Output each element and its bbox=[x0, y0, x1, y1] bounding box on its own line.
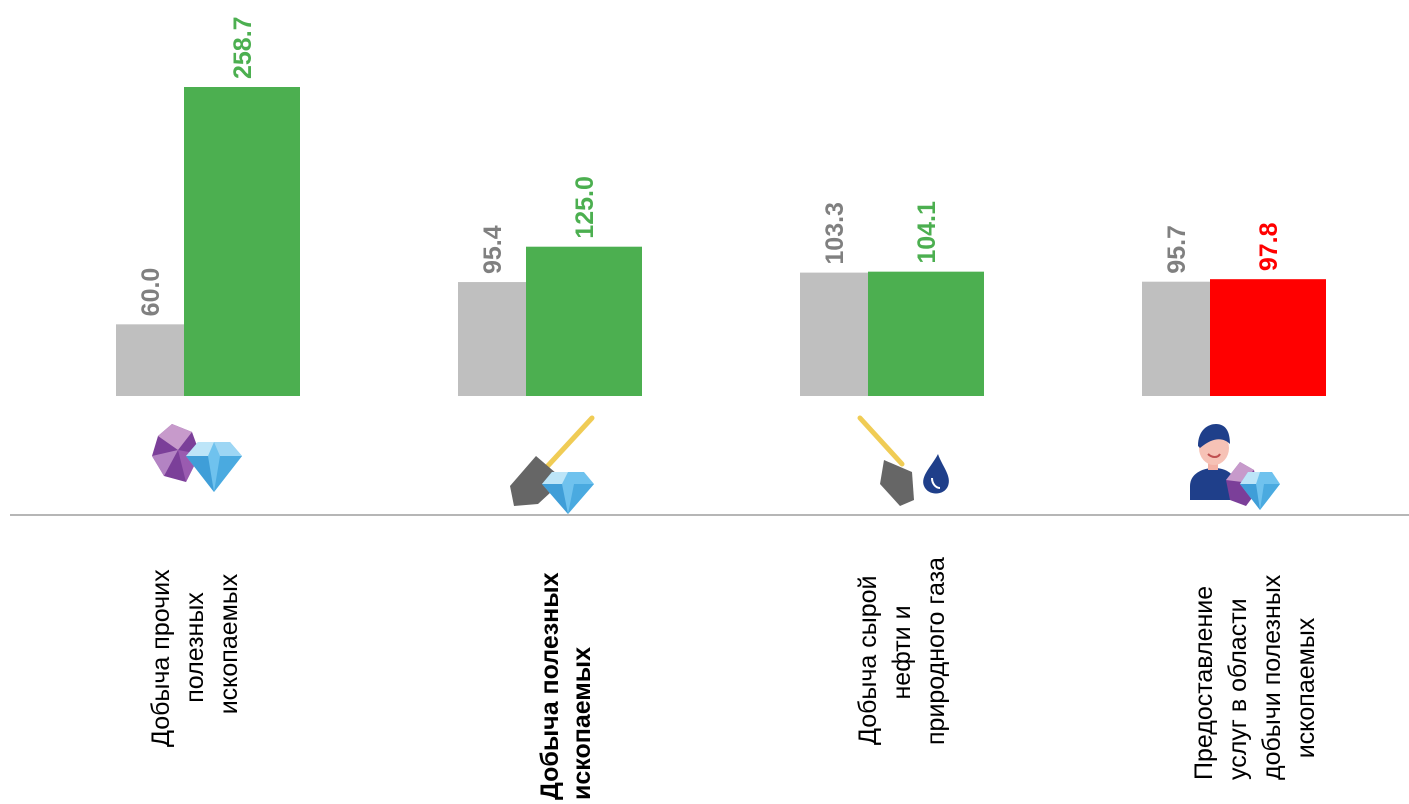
category-label-0-line-1: полезных bbox=[181, 592, 209, 703]
value-label-s0-c2: 103.3 bbox=[821, 202, 849, 265]
shovel-diamond-icon bbox=[510, 415, 595, 514]
category-label-3-line-0: Предоставление bbox=[1190, 586, 1218, 780]
gem-crystals-icon bbox=[152, 424, 242, 492]
value-label-s1-c3: 97.8 bbox=[1255, 222, 1283, 271]
bar-s0-c2 bbox=[800, 272, 868, 396]
category-label-3-line-1: услуг в области bbox=[1224, 598, 1252, 780]
category-label-2-line-0: Добыча сырой bbox=[854, 575, 882, 745]
category-label-3-line-2: добычи полезных bbox=[1258, 574, 1286, 780]
category-label-1-line-1: ископаемых bbox=[568, 647, 596, 800]
category-label-3: Предоставление услуг в области добычи по… bbox=[1190, 568, 1320, 780]
category-label-2-line-1: нефти и bbox=[888, 605, 916, 699]
category-label-0: Добыча прочих полезных ископаемых bbox=[147, 562, 243, 747]
category-label-1-line-0: Добыча полезных bbox=[536, 572, 564, 800]
bar-s1-c3 bbox=[1210, 279, 1326, 396]
category-label-0-line-0: Добыча прочих bbox=[147, 569, 175, 747]
category-label-2: Добыча сырой нефти и природного газа bbox=[854, 557, 950, 745]
bar-s1-c2 bbox=[868, 271, 984, 396]
bar-s1-c1 bbox=[526, 246, 642, 396]
category-label-3-line-3: ископаемых bbox=[1292, 617, 1320, 758]
value-label-s0-c0: 60.0 bbox=[137, 268, 165, 317]
category-label-0-line-2: ископаемых bbox=[215, 573, 243, 714]
shovel-oil-drop-icon bbox=[857, 415, 949, 506]
category-label-2-line-2: природного газа bbox=[922, 557, 950, 745]
bars-layer bbox=[116, 87, 1326, 396]
value-label-s0-c1: 95.4 bbox=[479, 225, 507, 274]
bar-s0-c0 bbox=[116, 324, 184, 396]
bar-s1-c0 bbox=[184, 87, 300, 396]
category-label-1: Добыча полезных ископаемых bbox=[536, 566, 596, 800]
value-label-s1-c1: 125.0 bbox=[571, 176, 599, 239]
value-label-s1-c2: 104.1 bbox=[913, 201, 941, 264]
miner-gems-icon bbox=[1190, 424, 1280, 510]
bar-s0-c3 bbox=[1142, 281, 1210, 396]
value-label-s1-c0: 258.7 bbox=[229, 16, 257, 79]
value-label-s0-c3: 95.7 bbox=[1163, 225, 1191, 274]
bar-s0-c1 bbox=[458, 282, 526, 396]
value-labels-layer: 60.0 95.4 103.3 95.7 258.7 125.0 104.1 97.8 bbox=[137, 16, 1283, 316]
